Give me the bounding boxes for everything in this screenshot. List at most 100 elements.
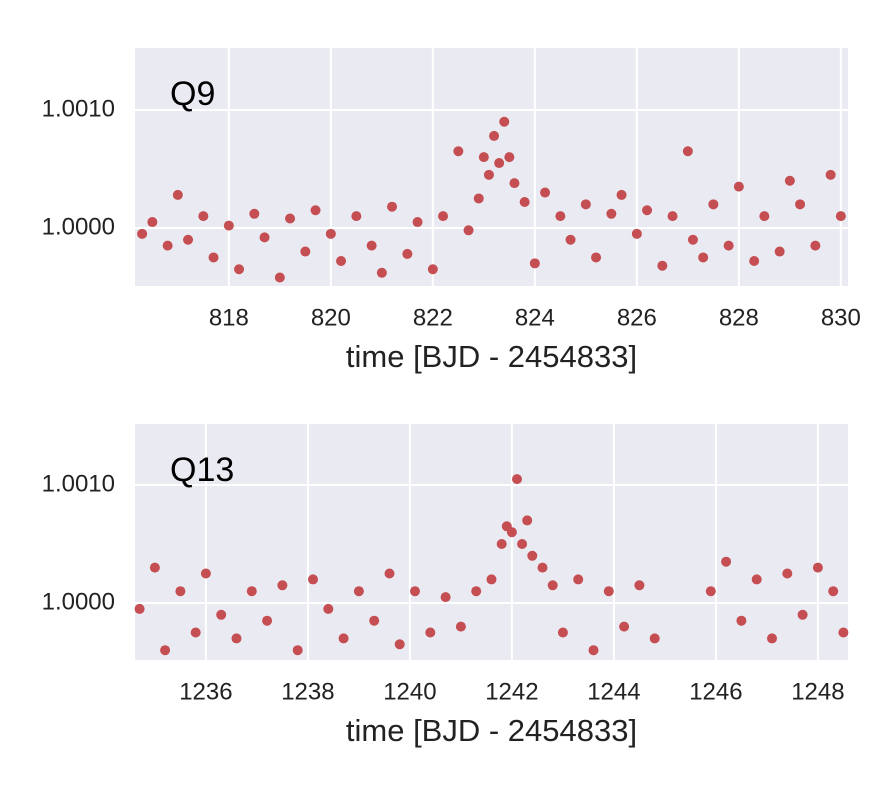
data-point — [767, 633, 778, 644]
data-point — [616, 189, 627, 200]
data-point — [412, 217, 423, 228]
data-point — [323, 603, 334, 614]
data-point — [705, 586, 716, 597]
data-point — [555, 211, 566, 222]
data-point — [216, 609, 227, 620]
data-point — [172, 189, 183, 200]
data-point — [657, 260, 668, 271]
data-point — [223, 220, 234, 231]
data-point — [812, 562, 823, 573]
data-point — [784, 175, 795, 186]
data-point — [642, 205, 653, 216]
data-point — [175, 586, 186, 597]
data-point — [619, 621, 630, 632]
data-point — [147, 217, 158, 228]
data-point — [246, 586, 257, 597]
x-tick-label: 830 — [821, 304, 861, 331]
data-point — [565, 234, 576, 245]
x-axis-label: time [BJD - 2454833] — [346, 713, 637, 748]
data-point — [453, 146, 464, 157]
data-point — [160, 645, 171, 656]
data-point — [519, 196, 530, 207]
x-tick-label: 822 — [413, 304, 453, 331]
data-point — [504, 152, 515, 163]
y-tick-label: 1.0000 — [42, 213, 115, 240]
data-point — [537, 562, 548, 573]
data-point — [353, 586, 364, 597]
x-tick-label: 1240 — [383, 678, 436, 705]
x-tick-label: 1236 — [179, 678, 232, 705]
data-point — [277, 580, 288, 591]
data-point — [262, 615, 273, 626]
data-point — [376, 267, 387, 278]
panel-label: Q9 — [170, 75, 215, 113]
data-point — [606, 208, 617, 219]
data-point — [231, 633, 242, 644]
data-point — [631, 228, 642, 239]
data-point — [810, 240, 821, 251]
data-point — [134, 603, 145, 614]
y-tick-label: 1.0010 — [42, 470, 115, 497]
x-tick-label: 818 — [209, 304, 249, 331]
data-point — [336, 255, 347, 266]
data-point — [759, 211, 770, 222]
data-point — [183, 234, 194, 245]
data-point — [825, 169, 836, 180]
data-point — [285, 213, 296, 224]
data-point — [463, 225, 474, 236]
data-point — [557, 627, 568, 638]
data-point — [509, 178, 520, 189]
data-point — [190, 627, 201, 638]
data-point — [494, 158, 505, 169]
data-point — [427, 264, 438, 275]
data-point — [486, 574, 497, 585]
data-point — [496, 539, 507, 550]
data-point — [797, 609, 808, 620]
data-point — [667, 211, 678, 222]
data-point — [425, 627, 436, 638]
data-point — [387, 201, 398, 212]
data-point — [259, 232, 270, 243]
data-point — [366, 240, 377, 251]
data-point — [307, 574, 318, 585]
data-point — [325, 228, 336, 239]
data-point — [438, 211, 449, 222]
data-point — [723, 240, 734, 251]
data-point — [540, 187, 551, 198]
data-point — [512, 474, 523, 485]
data-point — [603, 586, 614, 597]
data-point — [506, 527, 517, 538]
x-tick-label: 1244 — [587, 678, 640, 705]
data-point — [473, 193, 484, 204]
data-point — [198, 211, 209, 222]
data-point — [137, 228, 148, 239]
x-axis-label: time [BJD - 2454833] — [346, 339, 637, 374]
x-tick-label: 820 — [311, 304, 351, 331]
x-tick-label: 1246 — [689, 678, 742, 705]
data-point — [409, 586, 420, 597]
data-point — [774, 246, 785, 257]
data-point — [682, 146, 693, 157]
data-point — [208, 252, 219, 263]
plot-area — [135, 48, 848, 286]
data-point — [529, 258, 540, 269]
data-point — [649, 633, 660, 644]
data-point — [517, 539, 528, 550]
x-tick-label: 1238 — [281, 678, 334, 705]
data-point — [369, 615, 380, 626]
data-point — [483, 169, 494, 180]
data-point — [200, 568, 211, 579]
data-point — [471, 586, 482, 597]
x-tick-label: 826 — [617, 304, 657, 331]
data-point — [749, 255, 760, 266]
x-tick-label: 824 — [515, 304, 555, 331]
data-point — [527, 550, 538, 561]
data-point — [687, 234, 698, 245]
data-point — [249, 208, 260, 219]
data-point — [478, 152, 489, 163]
data-point — [489, 130, 500, 141]
data-point — [234, 264, 245, 275]
data-point — [394, 639, 405, 650]
data-point — [440, 592, 451, 603]
